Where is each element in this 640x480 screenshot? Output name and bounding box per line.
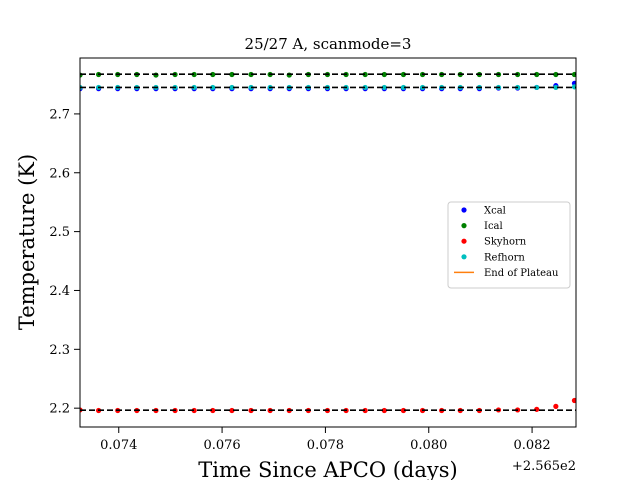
plot-frame	[79, 57, 577, 428]
ical-point	[153, 72, 159, 78]
ical-point	[191, 71, 197, 78]
legend-swatch	[461, 254, 467, 260]
refhorn-point	[534, 84, 540, 91]
ical-point	[400, 71, 407, 78]
y-axis-label: Temperature (K)	[15, 154, 39, 330]
legend-label: Refhorn	[484, 252, 525, 263]
ical-point	[381, 71, 387, 78]
legend-label: Xcal	[484, 206, 506, 217]
x-axis-offset-label: +2.565e2	[512, 459, 576, 474]
refhorn-point	[191, 84, 197, 91]
refhorn-point	[571, 84, 576, 90]
axis-ticks: 0.074 0.076 0.078 0.080 0.082 2.2 2.3 2.4 2.5 2.6…	[49, 107, 550, 453]
legend-label: End of Plateau	[484, 268, 559, 279]
legend-swatch	[461, 238, 467, 244]
ical-point	[210, 71, 216, 78]
y-tick-label: 2.2	[49, 402, 70, 417]
legend-label: Ical	[484, 221, 503, 232]
x-tick-label: 0.076	[203, 438, 240, 453]
x-tick-label: 0.080	[410, 438, 447, 453]
legend-swatch	[461, 223, 467, 229]
chart-title: 25/27 A, scanmode=3	[245, 35, 412, 53]
y-tick-label: 2.5	[49, 225, 70, 240]
refhorn-point	[229, 84, 235, 91]
skyhorn-point	[191, 407, 197, 414]
skyhorn-point	[229, 407, 235, 414]
refhorn-point	[210, 84, 216, 91]
skyhorn-point	[534, 406, 540, 412]
x-axis-label: Time Since APCO (days)	[198, 458, 457, 480]
ical-point	[571, 71, 576, 78]
refhorn-point	[400, 84, 407, 91]
x-tick-label: 0.074	[100, 438, 137, 453]
legend-box	[447, 201, 571, 289]
y-tick-label: 2.4	[49, 284, 70, 299]
skyhorn-point	[381, 407, 387, 414]
skyhorn-point	[553, 403, 559, 409]
skyhorn-point	[400, 407, 407, 414]
skyhorn-point	[210, 407, 216, 414]
y-tick-label: 2.7	[49, 107, 70, 122]
x-tick-label: 0.078	[307, 438, 344, 453]
x-tick-label: 0.082	[513, 438, 550, 453]
ical-point	[553, 71, 559, 78]
skyhorn-point	[362, 407, 368, 414]
ical-point	[362, 71, 368, 78]
plot-area	[80, 71, 576, 414]
ical-point	[534, 71, 540, 78]
y-tick-label: 2.3	[49, 343, 70, 358]
legend-swatch	[461, 207, 467, 213]
legend-label: Skyhorn	[484, 237, 527, 248]
ical-point	[286, 72, 292, 78]
legend: Xcal Ical Skyhorn Refhorn End of Plateau	[447, 201, 571, 289]
refhorn-point	[362, 84, 368, 91]
refhorn-point	[553, 84, 559, 91]
y-tick-label: 2.6	[49, 166, 70, 181]
refhorn-point	[381, 84, 387, 91]
ical-point	[229, 71, 235, 78]
skyhorn-point	[571, 397, 576, 404]
